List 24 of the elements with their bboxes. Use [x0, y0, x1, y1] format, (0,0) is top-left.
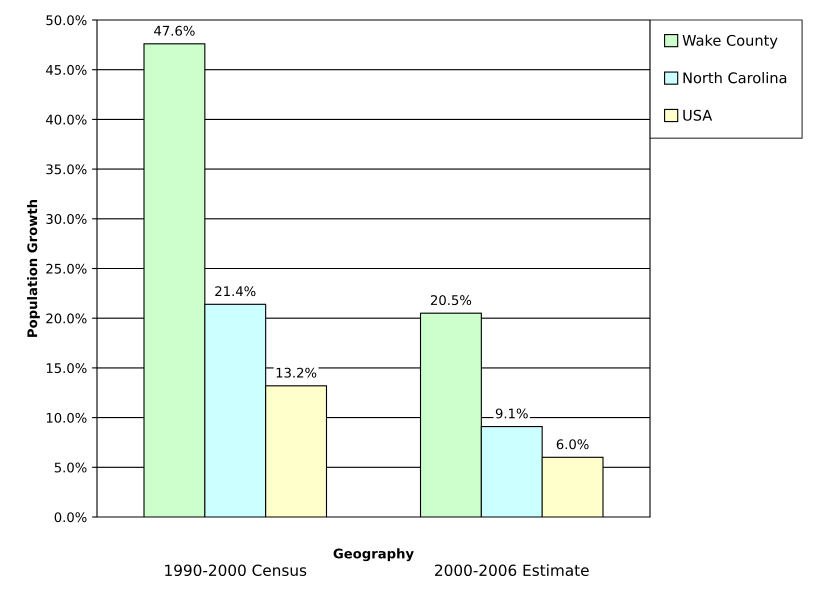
y-tick-label: 0.0%: [54, 512, 87, 522]
data-label: 13.2%: [276, 368, 316, 378]
y-tick-label: 10.0%: [46, 412, 87, 423]
y-axis-title: Population Growth: [27, 200, 40, 337]
y-tick-label: 45.0%: [46, 64, 87, 75]
data-label: 20.5%: [430, 295, 472, 306]
x-tick-label: 1990-2000 Census: [165, 564, 306, 576]
x-axis-title: Geography: [334, 548, 414, 562]
legend-label: North Carolina: [684, 72, 786, 84]
y-tick-label: 20.0%: [46, 313, 87, 324]
data-label: 9.1%: [496, 408, 528, 418]
y-tick-label: 50.0%: [46, 15, 87, 26]
y-tick-label: 25.0%: [46, 264, 87, 274]
data-label: 6.0%: [556, 439, 589, 450]
y-tick-label: 30.0%: [46, 214, 87, 224]
x-tick-label: 2000-2006 Estimate: [435, 564, 589, 576]
y-tick-label: 35.0%: [46, 164, 87, 174]
y-tick-label: 40.0%: [46, 114, 87, 125]
data-label: 21.4%: [215, 286, 256, 296]
y-tick-label: 5.0%: [54, 462, 87, 472]
y-tick-label: 15.0%: [46, 363, 87, 374]
data-label: 47.6%: [154, 26, 195, 36]
legend-label: Wake County: [682, 34, 778, 49]
legend-label: USA: [683, 110, 712, 121]
